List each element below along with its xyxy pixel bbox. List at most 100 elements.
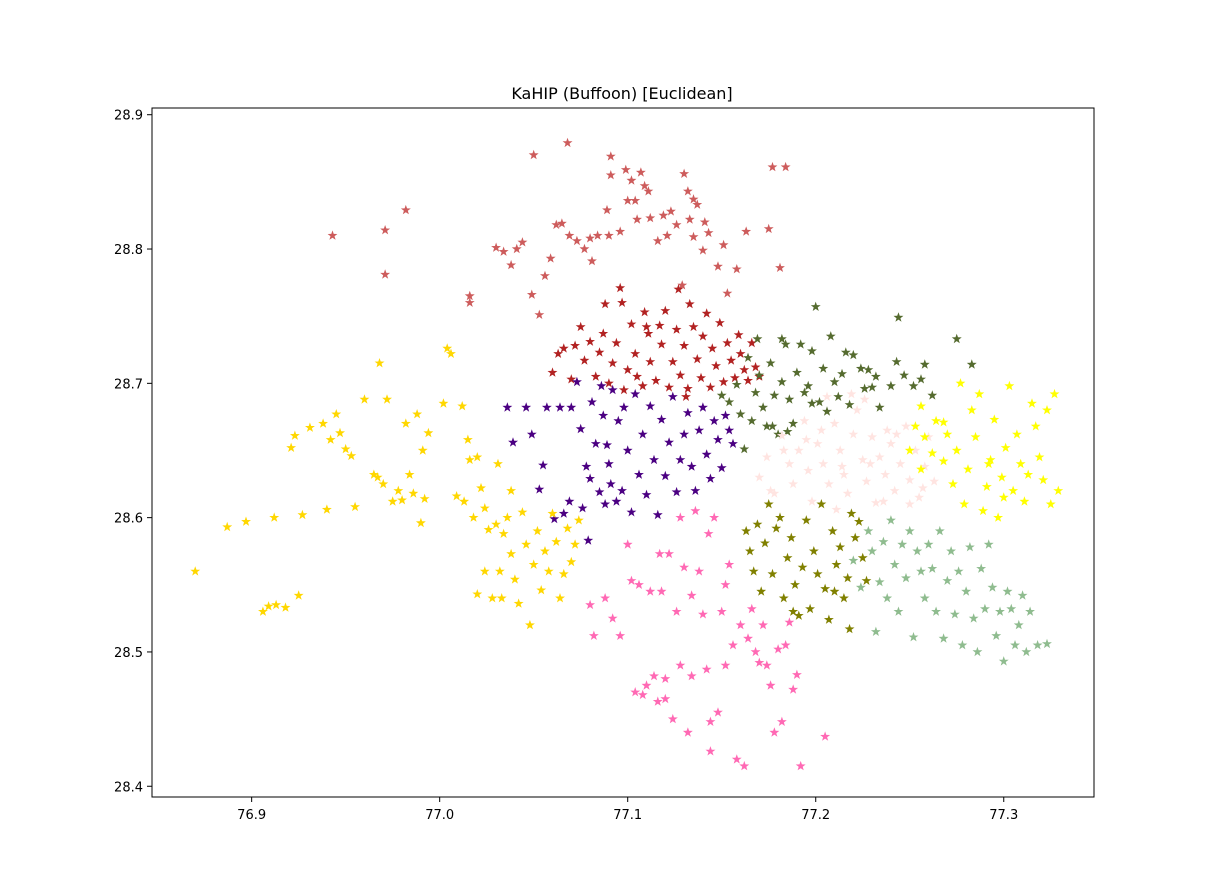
data-point xyxy=(637,689,648,700)
data-point xyxy=(701,449,712,459)
y-tick-label: 28.9 xyxy=(114,109,143,124)
series-4 xyxy=(754,388,940,514)
data-point xyxy=(682,727,693,737)
data-point xyxy=(566,556,577,567)
data-point xyxy=(600,593,611,603)
data-point xyxy=(863,364,874,375)
data-point xyxy=(679,168,690,178)
data-point xyxy=(594,486,605,497)
series-8 xyxy=(585,505,831,771)
data-point xyxy=(996,472,1007,482)
data-point xyxy=(882,593,893,603)
data-point xyxy=(615,282,626,293)
data-point xyxy=(788,606,799,616)
data-point xyxy=(839,469,849,479)
data-point xyxy=(641,489,652,499)
data-point xyxy=(622,539,633,549)
data-point xyxy=(590,371,601,381)
data-point xyxy=(769,390,780,400)
data-point xyxy=(735,348,746,358)
data-point xyxy=(857,454,868,465)
data-point xyxy=(682,407,693,418)
series-1 xyxy=(547,282,765,401)
data-point xyxy=(912,546,923,556)
data-point xyxy=(793,445,804,455)
data-point xyxy=(919,461,930,471)
data-point xyxy=(667,391,678,401)
data-point xyxy=(1002,586,1013,596)
data-point xyxy=(713,707,723,717)
data-point xyxy=(551,219,562,230)
data-point xyxy=(720,579,731,589)
data-point xyxy=(513,598,524,608)
data-point xyxy=(555,402,565,412)
data-point xyxy=(835,542,846,552)
data-point xyxy=(839,593,849,603)
data-point xyxy=(916,566,926,576)
data-point xyxy=(368,469,379,479)
data-point xyxy=(735,619,746,630)
data-point xyxy=(910,445,921,455)
data-point xyxy=(720,660,731,670)
data-point xyxy=(380,269,391,279)
data-point xyxy=(564,230,575,240)
data-point xyxy=(867,382,878,392)
data-point xyxy=(690,505,701,516)
data-point xyxy=(619,384,629,395)
data-point xyxy=(863,525,874,536)
data-point xyxy=(837,461,847,471)
data-point xyxy=(726,355,737,365)
data-point xyxy=(739,443,750,454)
data-point xyxy=(374,358,385,368)
data-point xyxy=(690,485,701,495)
data-point xyxy=(630,348,641,358)
data-point xyxy=(498,528,509,538)
data-point xyxy=(297,509,308,520)
data-point xyxy=(776,716,787,726)
data-point xyxy=(622,364,633,375)
data-point xyxy=(675,660,686,670)
data-point xyxy=(671,324,682,334)
data-point xyxy=(596,380,607,391)
data-point xyxy=(765,680,776,690)
data-point xyxy=(615,630,626,640)
data-point xyxy=(758,402,768,412)
data-point xyxy=(731,264,742,274)
data-point xyxy=(870,371,881,381)
data-point xyxy=(878,536,889,546)
data-point xyxy=(622,445,633,455)
data-point xyxy=(822,406,832,416)
data-point xyxy=(602,204,612,215)
data-point xyxy=(620,164,631,174)
data-point xyxy=(739,760,750,771)
data-point xyxy=(607,613,618,623)
data-point xyxy=(823,614,834,624)
data-point xyxy=(848,349,859,360)
data-point xyxy=(673,284,684,294)
data-point xyxy=(581,461,592,471)
data-point xyxy=(752,333,763,344)
data-point xyxy=(799,387,810,397)
data-point xyxy=(765,485,776,495)
data-point xyxy=(703,528,714,538)
data-point xyxy=(476,482,486,493)
data-point xyxy=(442,343,453,353)
y-tick-label: 28.8 xyxy=(114,243,143,258)
data-point xyxy=(675,370,686,380)
data-point xyxy=(468,512,479,522)
data-point xyxy=(1025,606,1035,616)
data-point xyxy=(829,418,840,428)
data-point xyxy=(961,586,972,596)
data-point xyxy=(820,731,831,741)
data-point xyxy=(575,423,586,434)
data-point xyxy=(927,390,938,400)
data-point xyxy=(934,525,945,536)
data-point xyxy=(775,512,785,522)
data-point xyxy=(305,422,315,432)
data-point xyxy=(1010,640,1020,650)
data-point xyxy=(931,415,941,426)
data-point xyxy=(716,462,727,473)
data-point xyxy=(976,563,987,573)
x-tick-label: 77.2 xyxy=(801,808,830,823)
